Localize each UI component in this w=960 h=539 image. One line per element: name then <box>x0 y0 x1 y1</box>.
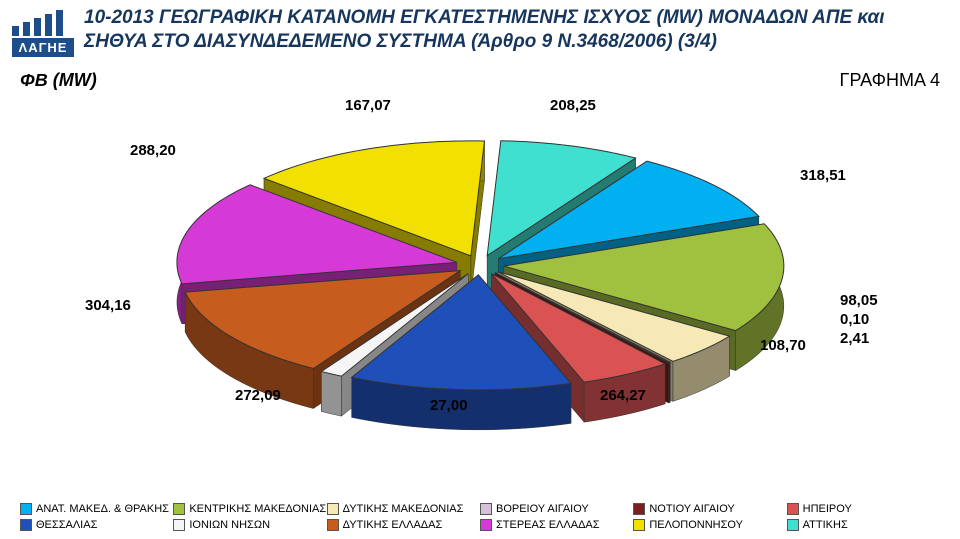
legend-label: ΗΠΕΙΡΟΥ <box>803 503 852 515</box>
legend-item: ΔΥΤΙΚΗΣ ΜΑΚΕΔΟΝΙΑΣ <box>327 503 480 515</box>
chart-legend: ΑΝΑΤ. ΜΑΚΕΔ. & ΘΡΑΚΗΣ ΚΕΝΤΡΙΚΗΣ ΜΑΚΕΔΟΝΙΑ… <box>20 503 940 531</box>
legend-label: ΔΥΤΙΚΗΣ ΕΛΛΑΔΑΣ <box>343 519 443 531</box>
slice-value-label: 27,00 <box>430 397 468 414</box>
slice-value-label: 108,70 <box>760 337 806 354</box>
pie-chart: 208,25 318,51 98,05 0,10 2,41 108,70 264,27 27,… <box>0 80 960 460</box>
legend-swatch <box>173 519 185 531</box>
legend-swatch <box>327 503 339 515</box>
page-title: 10-2013 ΓΕΩΓΡΑΦΙΚΗ ΚΑΤΑΝΟΜΗ ΕΓΚΑΤΕΣΤΗΜΕΝ… <box>84 6 944 54</box>
slice-value-label: 264,27 <box>600 387 646 404</box>
legend-label: ΚΕΝΤΡΙΚΗΣ ΜΑΚΕΔΟΝΙΑΣ <box>189 503 326 515</box>
legend-item: ΔΥΤΙΚΗΣ ΕΛΛΑΔΑΣ <box>327 519 480 531</box>
legend-label: ΝΟΤΙΟΥ ΑΙΓΑΙΟΥ <box>649 503 734 515</box>
legend-swatch <box>633 519 645 531</box>
legend-swatch <box>20 519 32 531</box>
legend-label: ΒΟΡΕΙΟΥ ΑΙΓΑΙΟΥ <box>496 503 589 515</box>
legend-label: ΘΕΣΣΑΛΙΑΣ <box>36 519 97 531</box>
legend-item: ΘΕΣΣΑΛΙΑΣ <box>20 519 173 531</box>
legend-item: ΗΠΕΙΡΟΥ <box>787 503 940 515</box>
legend-swatch <box>173 503 185 515</box>
legend-swatch <box>480 503 492 515</box>
logo-stripes-icon <box>12 10 74 36</box>
slice-value-label: 0,10 <box>840 311 869 328</box>
legend-label: ΙΟΝΙΩΝ ΝΗΣΩΝ <box>189 519 270 531</box>
legend-swatch <box>633 503 645 515</box>
legend-item: ΑΤΤΙΚΗΣ <box>787 519 940 531</box>
legend-label: ΑΝΑΤ. ΜΑΚΕΔ. & ΘΡΑΚΗΣ <box>36 503 169 515</box>
legend-item: ΠΕΛΟΠΟΝΝΗΣΟΥ <box>633 519 786 531</box>
legend-label: ΣΤΕΡΕΑΣ ΕΛΛΑΔΑΣ <box>496 519 600 531</box>
slice-value-label: 272,09 <box>235 387 281 404</box>
legend-swatch <box>20 503 32 515</box>
legend-item: ΒΟΡΕΙΟΥ ΑΙΓΑΙΟΥ <box>480 503 633 515</box>
legend-swatch <box>787 519 799 531</box>
slice-value-label: 318,51 <box>800 167 846 184</box>
slice-value-label: 98,05 <box>840 292 878 309</box>
legend-item: ΣΤΕΡΕΑΣ ΕΛΛΑΔΑΣ <box>480 519 633 531</box>
legend-item: ΚΕΝΤΡΙΚΗΣ ΜΑΚΕΔΟΝΙΑΣ <box>173 503 326 515</box>
legend-item: ΝΟΤΙΟΥ ΑΙΓΑΙΟΥ <box>633 503 786 515</box>
legend-item: ΙΟΝΙΩΝ ΝΗΣΩΝ <box>173 519 326 531</box>
legend-label: ΔΥΤΙΚΗΣ ΜΑΚΕΔΟΝΙΑΣ <box>343 503 464 515</box>
legend-swatch <box>327 519 339 531</box>
legend-item: ΑΝΑΤ. ΜΑΚΕΔ. & ΘΡΑΚΗΣ <box>20 503 173 515</box>
slice-value-label: 2,41 <box>840 330 869 347</box>
legend-swatch <box>787 503 799 515</box>
logo-text: ΛΑΓΗΕ <box>12 38 74 57</box>
slice-value-label: 288,20 <box>130 142 176 159</box>
slice-value-label: 167,07 <box>345 97 391 114</box>
legend-swatch <box>480 519 492 531</box>
slice-value-label: 208,25 <box>550 97 596 114</box>
legend-label: ΠΕΛΟΠΟΝΝΗΣΟΥ <box>649 519 743 531</box>
legend-label: ΑΤΤΙΚΗΣ <box>803 519 848 531</box>
slice-value-label: 304,16 <box>85 297 131 314</box>
brand-logo: ΛΑΓΗΕ <box>12 10 74 62</box>
